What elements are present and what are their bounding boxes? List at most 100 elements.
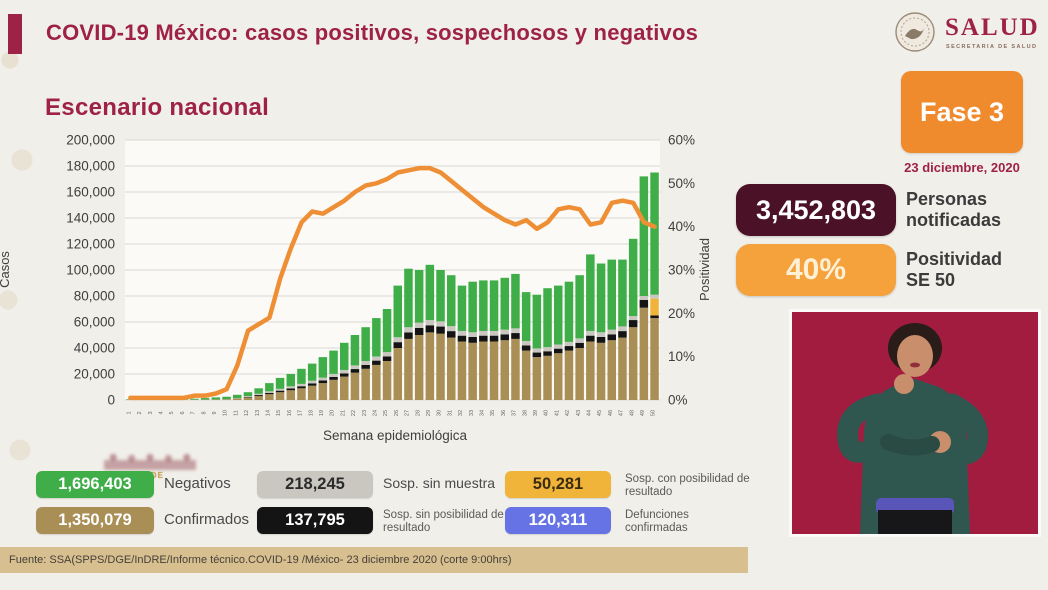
bar-segment: [532, 348, 542, 353]
bar-segment: [350, 365, 360, 370]
phase-badge: Fase 3: [901, 71, 1023, 153]
y-tick-left: 160,000: [66, 185, 115, 200]
bar-segment: [275, 392, 285, 400]
bar-segment: [543, 347, 552, 352]
y-tick-right: 50%: [668, 176, 695, 191]
bar-segment: [265, 394, 274, 400]
bar-segment: [575, 342, 584, 348]
bar-segment: [639, 299, 649, 308]
bar-segment: [254, 393, 263, 396]
y-tick-left: 120,000: [66, 237, 115, 252]
bar-segment: [233, 394, 242, 399]
bar-segment: [393, 337, 402, 343]
bar-segment: [554, 353, 563, 400]
stat-personas-notificadas-label: Personas notificadas: [906, 189, 1046, 230]
legend-label-confirmados: Confirmados: [164, 511, 250, 528]
bar-segment: [500, 340, 509, 400]
salud-logo-name: SALUD: [945, 14, 1040, 41]
bar-segment: [489, 330, 499, 336]
bar-segment: [564, 350, 574, 400]
legend-label-negativos: Negativos: [164, 475, 231, 492]
source-footer: Fuente: SSA(SPPS/DGE/InDRE/Informe técni…: [0, 547, 748, 573]
bar-segment: [382, 361, 392, 400]
bar-segment: [479, 335, 488, 342]
bar-segment: [468, 332, 477, 337]
bar-segment: [575, 338, 584, 343]
x-tick: 27: [405, 410, 411, 416]
bar-segment: [511, 328, 520, 334]
stat-personas-notificadas-value: 3,452,803: [736, 184, 896, 236]
bar-segment: [307, 380, 317, 384]
bar-segment: [286, 374, 295, 387]
bar-segment: [639, 296, 649, 300]
x-tick: 49: [640, 410, 646, 416]
x-tick: 4: [158, 411, 164, 414]
x-tick: 30: [437, 410, 443, 416]
bar-segment: [650, 172, 659, 295]
bar-segment: [618, 337, 627, 400]
bar-segment: [414, 327, 424, 335]
bar-segment: [372, 364, 381, 400]
y-tick-right: 20%: [668, 306, 695, 321]
bar-segment: [618, 331, 627, 338]
salud-logo-subtitle: SECRETARIA DE SALUD: [946, 44, 1038, 50]
bar-segment: [521, 350, 531, 400]
bar-segment: [254, 388, 263, 394]
bar-segment: [607, 329, 616, 335]
x-tick: 45: [597, 410, 603, 416]
x-tick: 47: [619, 410, 625, 416]
bar-segment: [554, 344, 563, 349]
bar-segment: [404, 327, 413, 333]
x-tick: 14: [265, 410, 271, 416]
bar-segment: [393, 285, 402, 338]
bar-segment: [340, 369, 349, 374]
legend-pill-sosp-sin-posibilidad: 137,795: [257, 507, 373, 534]
bar-segment: [575, 275, 584, 339]
x-tick: 44: [586, 410, 592, 416]
section-title: Escenario nacional: [45, 94, 270, 121]
x-tick: 15: [276, 410, 282, 416]
bar-segment: [586, 330, 595, 336]
y-tick-left: 20,000: [74, 367, 115, 382]
bar-segment: [307, 383, 317, 386]
x-tick: 8: [201, 411, 207, 414]
bar-segment: [404, 338, 413, 400]
bar-segment: [414, 322, 424, 328]
salud-seal-icon: [895, 12, 935, 52]
x-tick: 20: [330, 410, 336, 416]
x-tick: 19: [319, 410, 325, 416]
bar-segment: [318, 383, 328, 400]
bar-segment: [318, 357, 328, 378]
bar-segment: [222, 396, 231, 400]
bar-segment: [457, 285, 467, 331]
bar-segment: [596, 332, 606, 337]
bar-segment: [628, 327, 638, 400]
bar-segment: [222, 399, 231, 400]
x-tick: 31: [447, 410, 453, 416]
bar-segment: [436, 333, 445, 400]
chart-svg: 0 20,000 40,000 60,000 80,000 100,000 120,000 1…: [66, 133, 695, 417]
bar-segment: [372, 356, 381, 361]
bar-segment: [532, 352, 542, 358]
bar-segment: [511, 333, 520, 339]
x-tick: 40: [544, 410, 550, 416]
legend-label-sosp-sin-posibilidad: Sosp. sin posibilidad de resultado: [383, 509, 504, 534]
bar-segment: [618, 259, 627, 327]
bar-segment: [500, 329, 509, 335]
legend-pill-sosp-sin-muestra: 218,245: [257, 471, 373, 498]
bar-segment: [650, 298, 659, 316]
bar-segment: [436, 270, 445, 322]
bar-segment: [650, 315, 659, 319]
y-tick-left: 0: [107, 393, 115, 408]
bar-segment: [297, 386, 306, 389]
bar-segment: [543, 288, 552, 348]
bar-segment: [564, 341, 574, 347]
x-tick: 21: [340, 410, 346, 416]
bar-segment: [521, 345, 531, 351]
bar-segment: [425, 264, 435, 321]
x-tick: 18: [308, 410, 314, 416]
x-tick: 13: [255, 410, 261, 416]
bar-segment: [404, 332, 413, 339]
bar-segment: [436, 326, 445, 334]
x-tick: 50: [651, 410, 657, 416]
